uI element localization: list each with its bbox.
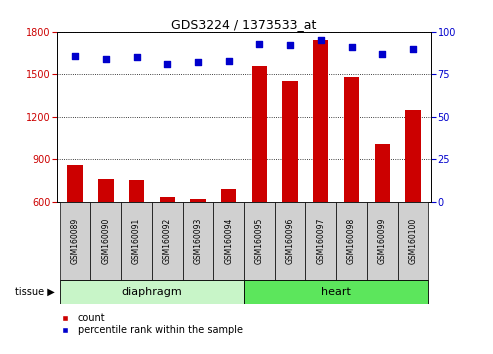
FancyBboxPatch shape — [213, 202, 244, 280]
FancyBboxPatch shape — [152, 202, 182, 280]
Bar — [221, 189, 236, 202]
Text: GSM160093: GSM160093 — [193, 217, 203, 264]
Bar — [190, 199, 206, 202]
Bar — [129, 179, 144, 202]
Text: diaphragm: diaphragm — [122, 287, 182, 297]
FancyBboxPatch shape — [121, 202, 152, 280]
FancyBboxPatch shape — [182, 202, 213, 280]
Point — [194, 59, 202, 65]
FancyBboxPatch shape — [244, 280, 428, 304]
Text: GSM160098: GSM160098 — [347, 218, 356, 264]
Bar — [68, 165, 83, 202]
Text: GSM160094: GSM160094 — [224, 217, 233, 264]
Point — [255, 41, 263, 47]
Point — [286, 42, 294, 48]
FancyBboxPatch shape — [60, 202, 91, 280]
Title: GDS3224 / 1373533_at: GDS3224 / 1373533_at — [172, 18, 317, 31]
Point — [163, 61, 171, 67]
Text: GSM160089: GSM160089 — [70, 218, 80, 264]
Legend: count, percentile rank within the sample: count, percentile rank within the sample — [52, 309, 247, 339]
Text: GSM160095: GSM160095 — [255, 217, 264, 264]
Text: GSM160100: GSM160100 — [408, 218, 418, 264]
Text: GSM160092: GSM160092 — [163, 218, 172, 264]
FancyBboxPatch shape — [367, 202, 397, 280]
Text: heart: heart — [321, 287, 351, 297]
Point — [409, 46, 417, 52]
Point — [102, 56, 110, 62]
Bar — [160, 197, 175, 202]
FancyBboxPatch shape — [60, 280, 244, 304]
FancyBboxPatch shape — [336, 202, 367, 280]
Text: tissue ▶: tissue ▶ — [15, 287, 55, 297]
FancyBboxPatch shape — [275, 202, 306, 280]
Point — [378, 51, 386, 57]
FancyBboxPatch shape — [397, 202, 428, 280]
Bar — [313, 40, 328, 202]
Bar — [344, 77, 359, 202]
Text: GSM160097: GSM160097 — [317, 217, 325, 264]
Bar — [405, 110, 421, 202]
Point — [71, 53, 79, 58]
Point — [317, 38, 325, 43]
Point — [133, 55, 141, 60]
Point — [225, 58, 233, 64]
Bar — [375, 144, 390, 202]
Bar — [252, 65, 267, 202]
Text: GSM160090: GSM160090 — [102, 217, 110, 264]
Bar — [282, 81, 298, 202]
Text: GSM160099: GSM160099 — [378, 217, 387, 264]
Text: GSM160091: GSM160091 — [132, 218, 141, 264]
Bar — [98, 179, 113, 202]
Point — [348, 44, 355, 50]
FancyBboxPatch shape — [306, 202, 336, 280]
FancyBboxPatch shape — [91, 202, 121, 280]
Text: GSM160096: GSM160096 — [285, 217, 295, 264]
FancyBboxPatch shape — [244, 202, 275, 280]
